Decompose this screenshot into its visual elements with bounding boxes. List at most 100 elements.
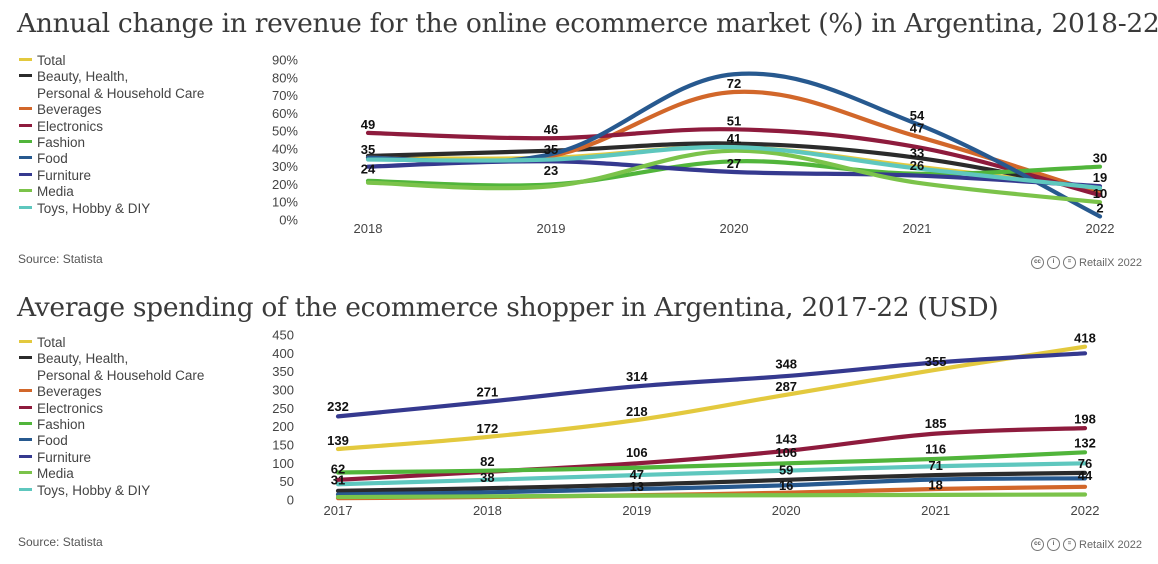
- data-label: 47: [910, 120, 924, 135]
- data-label: 18: [928, 477, 942, 492]
- by-license-icon: i: [1047, 538, 1060, 551]
- brand-credit: cc i = RetailX 2022: [1031, 538, 1142, 551]
- by-license-icon: i: [1047, 256, 1060, 269]
- nd-license-icon: =: [1063, 256, 1076, 269]
- data-label: 13: [630, 479, 644, 494]
- x-tick-label: 2021: [903, 221, 932, 236]
- data-label: 72: [727, 76, 741, 91]
- legend-swatch: [19, 454, 32, 458]
- legend-item: Electronics: [19, 119, 204, 135]
- y-tick-label: 400: [272, 346, 294, 361]
- y-tick-label: 300: [272, 383, 294, 398]
- series-line-media: [365, 148, 1103, 205]
- x-tick-label: 2022: [1071, 503, 1100, 518]
- legend-label: Furniture: [37, 449, 92, 465]
- chart-panel-revenue-change: Annual change in revenue for the online …: [17, 8, 1158, 269]
- legend-item: Toys, Hobby & DIY: [19, 201, 204, 217]
- y-tick-label: 80%: [272, 70, 298, 85]
- y-tick-label: 0%: [279, 213, 298, 228]
- data-label: 26: [910, 158, 924, 173]
- series-line-total: [335, 344, 1088, 452]
- legend: Total Beauty, Health, Personal & Household…: [19, 335, 204, 499]
- y-tick-label: 10%: [272, 195, 298, 210]
- legend-swatch: [19, 156, 32, 160]
- x-tick-label: 2020: [772, 503, 801, 518]
- series-line-food: [335, 476, 1088, 497]
- legend-swatch: [19, 57, 32, 61]
- legend-label: Total: [37, 335, 66, 350]
- data-label: 139: [327, 433, 349, 448]
- x-tick-label: 2019: [622, 503, 651, 518]
- y-tick-label: 90%: [272, 53, 298, 68]
- legend-item: Media: [19, 184, 204, 200]
- legend-swatch: [19, 123, 32, 127]
- data-label: 143: [775, 432, 797, 447]
- legend-swatch: [19, 356, 32, 360]
- x-tick-label: 2018: [354, 221, 383, 236]
- data-label: 51: [727, 113, 741, 128]
- legend-swatch: [19, 172, 32, 176]
- y-tick-label: 450: [272, 328, 294, 343]
- legend-label: Media: [37, 184, 74, 200]
- legend-swatch: [19, 139, 32, 143]
- data-label: 355: [925, 354, 947, 369]
- legend-label-continued: Personal & Household Care: [37, 85, 205, 101]
- brand-label: RetailX 2022: [1079, 538, 1142, 551]
- chart-title: Average spending of the ecommerce shoppe…: [17, 292, 999, 323]
- legend-label-continued: Personal & Household Care: [37, 367, 205, 383]
- legend-swatch: [19, 389, 32, 393]
- legend-swatch: [19, 487, 32, 491]
- y-tick-label: 60%: [272, 106, 298, 121]
- legend-swatch: [19, 74, 32, 78]
- legend-label: Beverages: [37, 102, 102, 118]
- data-label: 314: [626, 369, 648, 384]
- data-label: 35: [544, 142, 558, 157]
- legend: Total Beauty, Health, Personal & Household…: [19, 53, 204, 217]
- data-label: 418: [1074, 331, 1096, 346]
- legend-label: Electronics: [37, 118, 104, 134]
- y-tick-label: 200: [272, 419, 294, 434]
- legend-swatch: [19, 189, 32, 193]
- legend-swatch: [19, 205, 32, 209]
- data-label: 24: [361, 161, 376, 176]
- legend-item: Beauty, Health,: [19, 351, 204, 367]
- legend-item: Beverages: [19, 384, 204, 400]
- series-line-beauty-health-personal-household-care: [365, 141, 1103, 194]
- legend-label: Fashion: [37, 135, 86, 151]
- legend-swatch: [19, 471, 32, 475]
- series-line-media: [335, 492, 1088, 500]
- series-line-fashion: [335, 450, 1088, 475]
- y-tick-label: 250: [272, 401, 294, 416]
- brand-credit: cc i = RetailX 2022: [1031, 256, 1142, 269]
- legend-label: Fashion: [37, 417, 86, 433]
- data-label: 31: [331, 473, 345, 488]
- y-tick-label: 50%: [272, 124, 298, 139]
- x-tick-label: 2021: [921, 503, 950, 518]
- legend-swatch: [19, 421, 32, 425]
- source-note: Source: Statista: [18, 535, 103, 549]
- legend-item: Beverages: [19, 102, 204, 118]
- y-tick-label: 30%: [272, 159, 298, 174]
- data-label: 185: [925, 416, 947, 431]
- data-label: 30: [1093, 151, 1107, 166]
- x-tick-label: 2022: [1086, 221, 1115, 236]
- legend-item: Total: [19, 53, 204, 69]
- series-line-fashion: [365, 159, 1103, 188]
- data-label: 82: [480, 454, 494, 469]
- data-label: 35: [361, 142, 375, 157]
- legend-label: Toys, Hobby & DIY: [37, 200, 151, 216]
- revenue-change-line-chart: 0% 10% 20% 30% 40% 50% 60% 70% 80% 90% 2018 2019 202…: [272, 53, 1115, 237]
- y-tick-label: 0: [287, 493, 294, 508]
- data-label: 232: [327, 399, 349, 414]
- legend-label: Toys, Hobby & DIY: [37, 482, 151, 498]
- series-line-furniture: [335, 351, 1088, 419]
- legend-item: Furniture: [19, 168, 204, 184]
- legend-item: Food: [19, 151, 204, 167]
- data-label: 49: [361, 117, 375, 132]
- legend-label: Food: [37, 433, 68, 449]
- data-label: 218: [626, 404, 648, 419]
- legend-label: Beauty, Health,: [37, 351, 129, 367]
- series-line-beauty-health-personal-household-care: [335, 470, 1088, 493]
- legend-label: Beauty, Health,: [37, 69, 129, 85]
- data-label: 62: [331, 461, 345, 476]
